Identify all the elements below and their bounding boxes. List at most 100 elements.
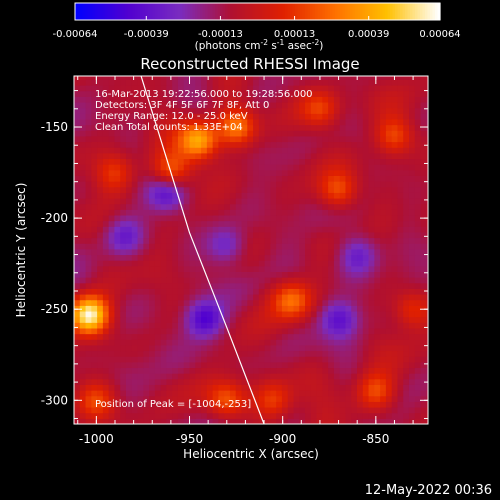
heatmap-cell — [408, 248, 416, 256]
heatmap-cell — [322, 85, 329, 92]
heatmap-cell — [322, 271, 329, 278]
heatmap-cell — [368, 231, 375, 239]
heatmap-cell — [305, 203, 312, 210]
heatmap-cell — [270, 395, 277, 402]
heatmap-cell — [206, 198, 214, 205]
heatmap-cell — [287, 198, 294, 205]
heatmap-cell — [357, 254, 364, 261]
heatmap-cell — [85, 282, 92, 289]
heatmap-cell — [287, 215, 294, 222]
heatmap-cell — [264, 85, 271, 92]
heatmap-cell — [160, 384, 167, 391]
heatmap-cell — [97, 322, 104, 329]
heatmap-cell — [166, 220, 173, 227]
heatmap-cell — [172, 305, 179, 312]
heatmap-cell — [258, 260, 266, 267]
heatmap-cell — [310, 76, 318, 80]
heatmap-cell — [125, 152, 133, 160]
heatmap-cell — [195, 350, 202, 357]
heatmap-cell — [183, 186, 191, 193]
heatmap-cell — [166, 407, 173, 414]
heatmap-cell — [189, 344, 196, 352]
heatmap-cell — [264, 130, 271, 137]
heatmap-cell — [120, 220, 127, 227]
heatmap-cell — [310, 141, 318, 148]
axes-ticks: -1000 -950 -900 -850-300-250-200-150 — [41, 76, 428, 446]
heatmap-cell — [414, 311, 422, 318]
heatmap-cell — [357, 141, 364, 148]
heatmap-cell — [281, 198, 289, 205]
heatmap-cell — [414, 367, 422, 374]
heatmap-cell — [172, 361, 179, 369]
heatmap-cell — [397, 390, 404, 397]
heatmap-cell — [287, 231, 294, 239]
heatmap-cell — [316, 85, 323, 92]
heatmap-cell — [328, 407, 335, 414]
heatmap-cell — [426, 277, 428, 284]
heatmap-cell — [391, 147, 398, 154]
heatmap-cell — [391, 141, 398, 148]
heatmap-cell — [149, 305, 156, 312]
heatmap-cell — [426, 135, 428, 143]
heatmap-cell — [408, 118, 416, 126]
heatmap-cell — [408, 164, 416, 171]
colorbar — [74, 2, 441, 21]
heatmap-cell — [143, 294, 150, 301]
heatmap-cell — [322, 113, 329, 120]
heatmap-cell — [166, 231, 173, 239]
heatmap-cell — [177, 76, 185, 80]
heatmap-cell — [85, 271, 92, 278]
heatmap-cell — [172, 282, 179, 289]
heatmap-cell — [351, 254, 358, 261]
heatmap-cell — [374, 401, 381, 408]
heatmap-cell — [125, 107, 133, 114]
heatmap-cell — [183, 231, 191, 239]
heatmap-cell — [345, 418, 352, 424]
heatmap-cell — [91, 277, 98, 284]
heatmap-cell — [160, 237, 167, 244]
heatmap-cell — [74, 418, 81, 424]
heatmap-cell — [195, 367, 202, 374]
heatmap-cell — [166, 175, 173, 182]
heatmap-cell — [385, 390, 393, 397]
heatmap-cell — [172, 164, 179, 171]
heatmap-cell — [276, 299, 283, 306]
heatmap-cell — [224, 215, 231, 222]
heatmap-cell — [258, 248, 266, 256]
heatmap-cell — [137, 243, 144, 250]
heatmap-cell — [235, 339, 242, 346]
heatmap-cell — [270, 288, 277, 295]
heatmap-cell — [270, 407, 277, 414]
heatmap-cell — [74, 76, 81, 80]
heatmap-cell — [299, 248, 306, 256]
heatmap-cell — [253, 124, 260, 131]
heatmap-cell — [172, 209, 179, 216]
heatmap-cell — [108, 79, 115, 86]
heatmap-cell — [224, 220, 231, 227]
heatmap-cell — [339, 169, 346, 176]
heatmap-cell — [114, 85, 121, 92]
heatmap-cell — [426, 356, 428, 363]
heatmap-cell — [333, 164, 341, 171]
heatmap-cell — [397, 305, 404, 312]
heatmap-cell — [201, 164, 208, 171]
heatmap-cell — [97, 401, 104, 408]
heatmap-cell — [351, 102, 358, 109]
heatmap-cell — [385, 316, 393, 323]
heatmap-cell — [357, 401, 364, 408]
heatmap-cell — [357, 107, 364, 114]
heatmap-cell — [293, 124, 300, 131]
heatmap-cell — [357, 152, 364, 160]
heatmap-cell — [102, 124, 110, 131]
heatmap-cell — [391, 96, 398, 103]
heatmap-cell — [108, 288, 115, 295]
heatmap-cell — [414, 118, 422, 126]
heatmap-cell — [74, 226, 81, 233]
heatmap-cell — [189, 209, 196, 216]
heatmap-cell — [408, 395, 416, 402]
heatmap-cell — [108, 356, 115, 363]
heatmap-cell — [305, 130, 312, 137]
heatmap-cell — [166, 333, 173, 340]
heatmap-cell — [189, 418, 196, 424]
heatmap-cell — [125, 85, 133, 92]
